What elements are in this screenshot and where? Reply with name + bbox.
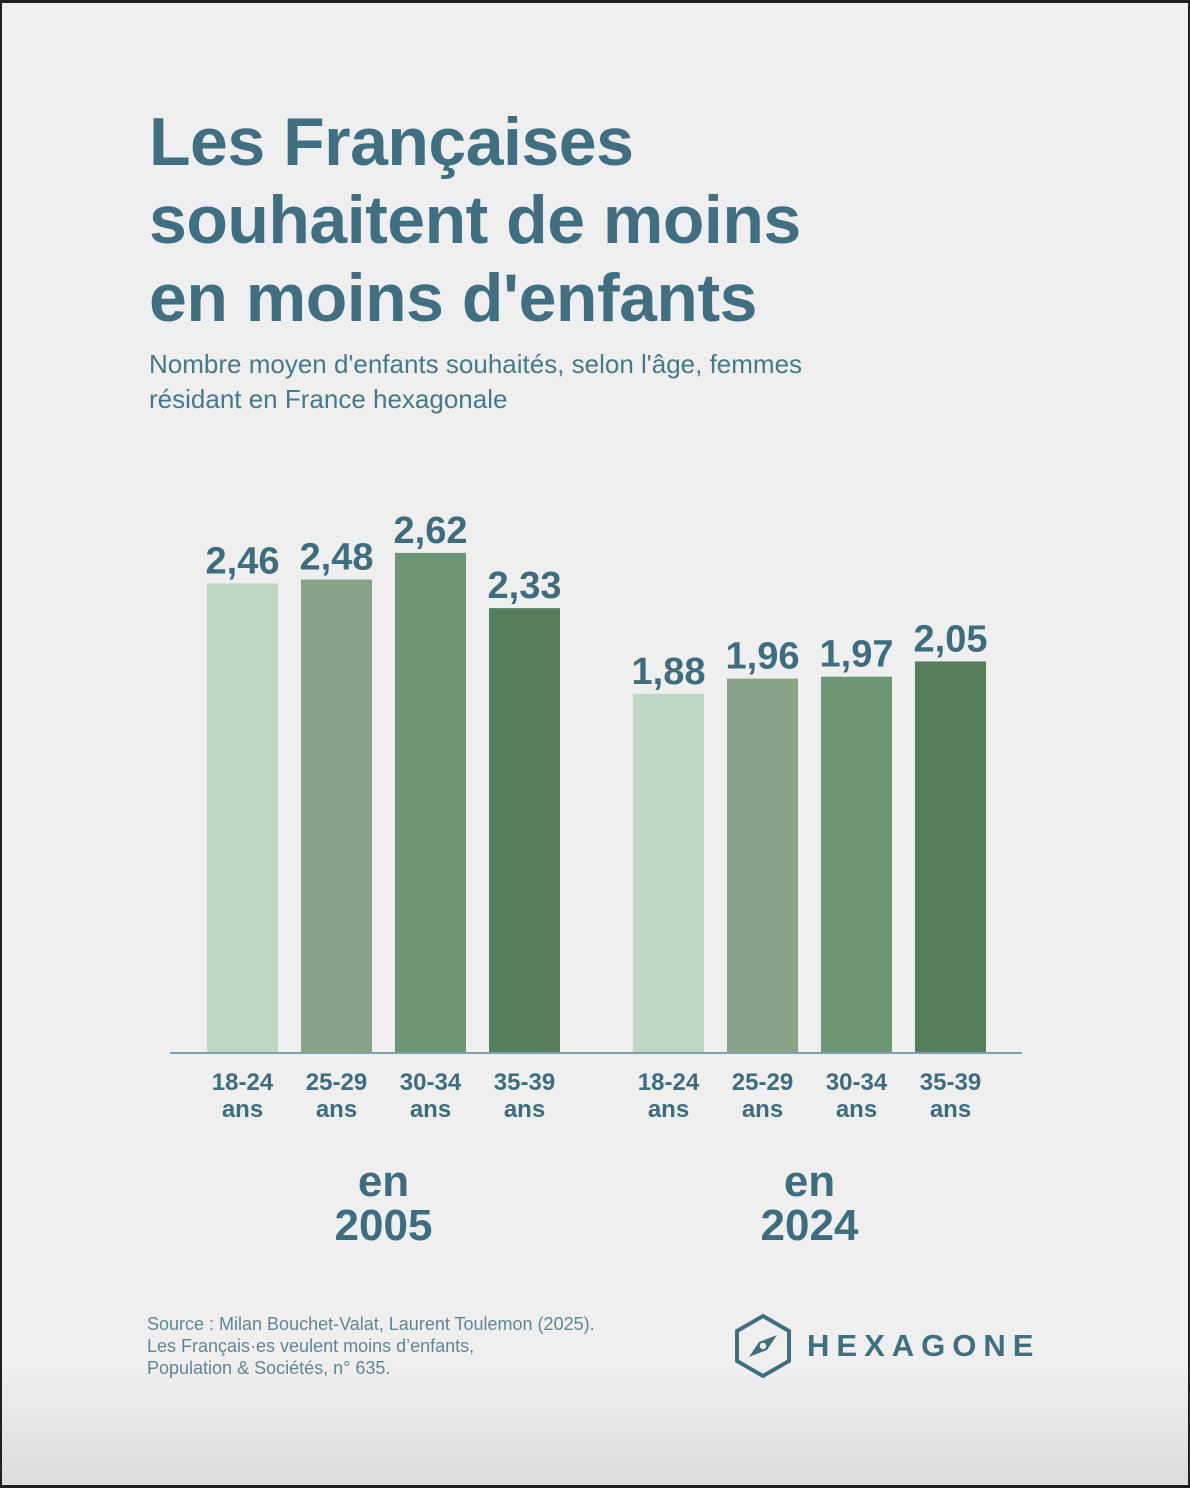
category-label: ans: [836, 1096, 877, 1123]
source-line: Les Français·es veulent moins d’enfants,: [147, 1336, 475, 1356]
source-note: Source : Milan Bouchet-Valat, Laurent To…: [147, 1313, 707, 1379]
category-label: 18-24: [212, 1069, 274, 1096]
value-label: 2,33: [488, 565, 562, 607]
value-label: 1,97: [820, 634, 894, 676]
value-label: 1,88: [632, 651, 706, 693]
infographic-canvas: Les Françaises souhaitent de moins en mo…: [2, 3, 1188, 1485]
category-label: 30-34: [400, 1069, 462, 1096]
group-label: 2024: [761, 1201, 859, 1250]
category-label: 25-29: [732, 1069, 793, 1096]
value-label: 1,96: [726, 636, 800, 678]
bar: [821, 676, 892, 1052]
subtitle-line: Nombre moyen d'enfants souhaités, selon …: [149, 349, 803, 379]
bar: [633, 693, 704, 1052]
category-label: ans: [742, 1096, 783, 1123]
category-label: 18-24: [638, 1069, 700, 1096]
value-label: 2,46: [206, 540, 280, 582]
category-label: 25-29: [306, 1069, 367, 1096]
bar: [301, 579, 372, 1052]
subtitle-line: résidant en France hexagonale: [149, 384, 508, 414]
group-label: en: [784, 1157, 835, 1206]
group-label: en: [358, 1157, 409, 1206]
chart-title: Les Françaises souhaitent de moins en mo…: [149, 103, 1049, 337]
bar: [727, 678, 798, 1052]
value-label: 2,48: [300, 537, 374, 579]
category-label: ans: [648, 1096, 689, 1123]
category-label: ans: [930, 1096, 971, 1123]
chart-subtitle: Nombre moyen d'enfants souhaités, selon …: [149, 347, 1049, 417]
source-line: Source : Milan Bouchet-Valat, Laurent To…: [147, 1314, 595, 1334]
source-line: Population & Sociétés, n° 635.: [147, 1358, 391, 1378]
title-line: souhaitent de moins: [149, 182, 801, 258]
group-label: 2005: [335, 1201, 433, 1250]
value-label: 2,62: [394, 510, 468, 552]
hexagone-logo: HEXAGONE: [733, 1313, 1040, 1379]
bar: [915, 661, 986, 1052]
category-label: ans: [316, 1096, 357, 1123]
title-line: en moins d'enfants: [149, 260, 757, 336]
category-label: 35-39: [920, 1069, 981, 1096]
category-label: ans: [410, 1096, 451, 1123]
logo-text: HEXAGONE: [807, 1328, 1041, 1363]
hexagon-compass-icon: [735, 1313, 791, 1379]
bar: [207, 583, 278, 1052]
value-label: 2,05: [914, 618, 988, 660]
bar: [395, 552, 466, 1052]
title-line: Les Françaises: [149, 104, 634, 180]
bar: [489, 608, 560, 1052]
category-label: ans: [504, 1096, 545, 1123]
category-label: ans: [222, 1096, 263, 1123]
category-label: 35-39: [494, 1069, 555, 1096]
category-label: 30-34: [826, 1069, 888, 1096]
